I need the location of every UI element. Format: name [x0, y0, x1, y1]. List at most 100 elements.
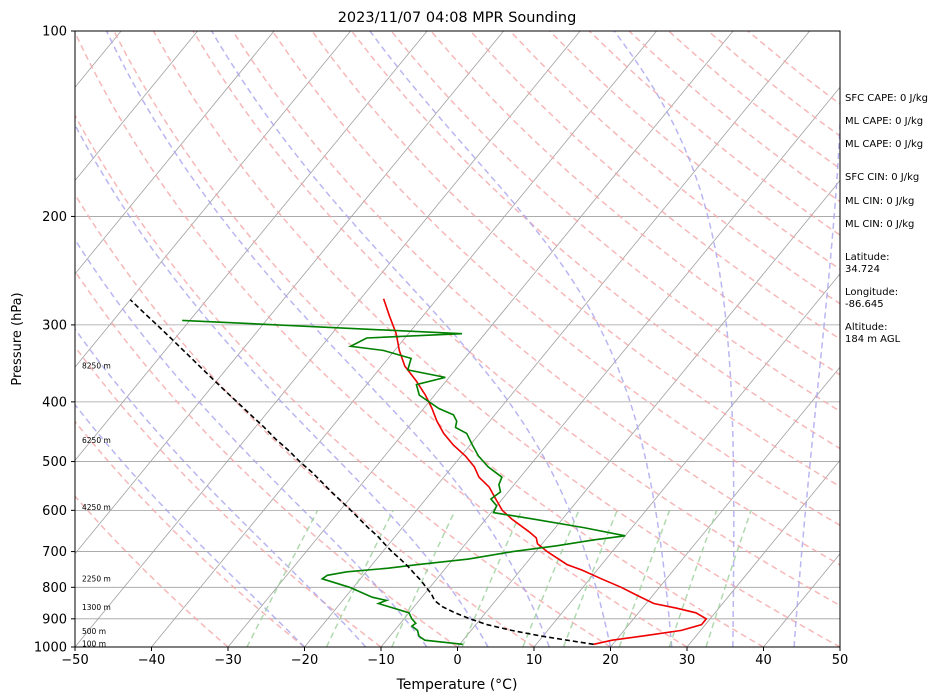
stat-label: ML CAPE:	[845, 139, 892, 150]
y-tick-label: 1000	[34, 641, 67, 656]
x-tick-label: 0	[453, 653, 461, 668]
height-labels: 100 m 500 m 1300 m 2250 m 4250 m 6250 m 8250 m	[82, 362, 111, 649]
dry-adiabat-line	[351, 31, 840, 450]
moist-adiabat-line	[211, 31, 612, 647]
stat-sfc-cape: SFC CAPE: 0 J/kg	[845, 93, 928, 105]
dry-adiabat-line	[75, 420, 305, 647]
dry-adiabat-line	[75, 269, 458, 647]
stat-value: 0 J/kg	[891, 172, 920, 183]
mixing-ratio-line	[522, 510, 580, 647]
x-tick-label: −20	[291, 653, 318, 668]
moist-adiabat-line	[75, 238, 428, 647]
background-lines	[75, 31, 840, 647]
height-label: 2250 m	[82, 575, 111, 584]
dry-adiabat-line	[232, 31, 840, 566]
mixing-ratio-line	[618, 510, 671, 647]
x-tick-label: −40	[138, 653, 165, 668]
y-tick-label: 300	[42, 318, 67, 333]
dry-adiabat-line	[75, 113, 611, 647]
y-axis-ticks: 100 200 300 400 500 600 700 800 900 1000	[34, 25, 75, 656]
isotherm-line	[75, 31, 581, 647]
dry-adiabat-line	[311, 31, 840, 488]
stat-value: 0 J/kg	[886, 196, 915, 207]
stat-ml-cape: ML CAPE: 0 J/kg	[845, 116, 923, 128]
moist-adiabat-line	[75, 123, 489, 647]
y-axis-label: Pressure (hPa)	[10, 292, 25, 385]
moist-adiabat-line	[105, 31, 551, 647]
stat-value: 0 J/kg	[895, 139, 924, 150]
dry-adiabat-line	[75, 345, 382, 647]
stat-value: 34.724	[845, 264, 880, 275]
parcel-path-line	[129, 299, 594, 646]
mixing-ratio-line	[705, 510, 752, 647]
height-label: 1300 m	[82, 603, 111, 612]
y-tick-label: 400	[42, 395, 67, 410]
x-tick-label: 40	[755, 653, 772, 668]
stat-altitude: Altitude: 184 m AGL	[845, 322, 900, 346]
x-tick-label: 20	[602, 653, 619, 668]
sounding-stats: SFC CAPE: 0 J/kg ML CAPE: 0 J/kg ML CAPE…	[845, 0, 947, 700]
dry-adiabat-line	[152, 31, 840, 647]
y-tick-label: 200	[42, 210, 67, 225]
stat-sfc-cin: SFC CIN: 0 J/kg	[845, 172, 919, 184]
stat-label: Latitude:	[845, 252, 890, 263]
dry-adiabat-line	[75, 193, 535, 647]
y-tick-label: 100	[42, 25, 67, 40]
height-label: 100 m	[82, 639, 106, 648]
stat-label: ML CIN:	[845, 196, 884, 207]
height-label: 6250 m	[82, 436, 111, 445]
plot-frame	[74, 30, 841, 648]
dry-adiabat-line	[271, 31, 840, 527]
y-tick-label: 900	[42, 612, 67, 627]
chart-title: 2023/11/07 04:08 MPR Sounding	[338, 10, 577, 26]
mixing-ratio-line	[246, 509, 319, 647]
profile-lines	[129, 298, 708, 646]
x-axis-ticks: −50 −40 −30 −20 −10 0 10 20 30 40 50	[61, 647, 848, 668]
isotherm-line	[380, 86, 840, 647]
stat-label: SFC CIN:	[845, 172, 889, 183]
isotherm-line	[686, 459, 840, 647]
y-tick-label: 800	[42, 581, 67, 596]
x-tick-label: −50	[61, 653, 88, 668]
y-tick-label: 500	[42, 455, 67, 470]
stat-label: Altitude:	[845, 322, 888, 333]
isotherm-line	[533, 273, 840, 647]
stat-latitude: Latitude: 34.724	[845, 252, 890, 276]
isotherm-line	[75, 31, 428, 462]
stat-label: Longitude:	[845, 287, 899, 298]
y-tick-label: 600	[42, 504, 67, 519]
stat-value: 0 J/kg	[895, 116, 924, 127]
stat-label: SFC CAPE:	[845, 93, 897, 104]
dry-adiabat-line	[390, 31, 840, 413]
dry-adiabat-line	[509, 31, 840, 305]
dry-adiabat-line	[113, 31, 764, 647]
moist-adiabat-line	[369, 31, 673, 647]
moist-adiabat-line	[793, 106, 840, 647]
stat-label: ML CIN:	[845, 219, 884, 230]
mixing-ratio-line	[461, 509, 523, 647]
stat-longitude: Longitude: -86.645	[845, 287, 898, 311]
y-tick-label: 700	[42, 545, 67, 560]
isotherm-line	[75, 31, 504, 555]
stat-ml-cin: ML CIN: 0 J/kg	[845, 219, 914, 231]
stat-label: ML CAPE:	[845, 116, 892, 127]
isotherm-line	[610, 366, 840, 647]
moist-adiabat-line	[613, 31, 735, 647]
isotherm-line	[151, 31, 657, 647]
dry-adiabat-line	[75, 31, 688, 647]
height-label: 500 m	[82, 627, 106, 636]
dry-adiabat-line	[75, 495, 229, 647]
isotherm-line	[227, 31, 734, 647]
x-tick-label: 30	[679, 653, 696, 668]
mixing-ratio-line	[391, 509, 456, 647]
moist-adiabat-line	[75, 403, 306, 647]
x-axis-label: Temperature (°C)	[396, 677, 518, 693]
isotherm-line	[304, 31, 810, 647]
stat-value: 184 m AGL	[845, 334, 901, 345]
stat-ml-cin: ML CIN: 0 J/kg	[845, 196, 914, 208]
stat-value: -86.645	[845, 299, 884, 310]
height-label: 4250 m	[82, 503, 111, 512]
dewpoint-line	[182, 319, 626, 646]
isotherm-line	[75, 31, 275, 275]
